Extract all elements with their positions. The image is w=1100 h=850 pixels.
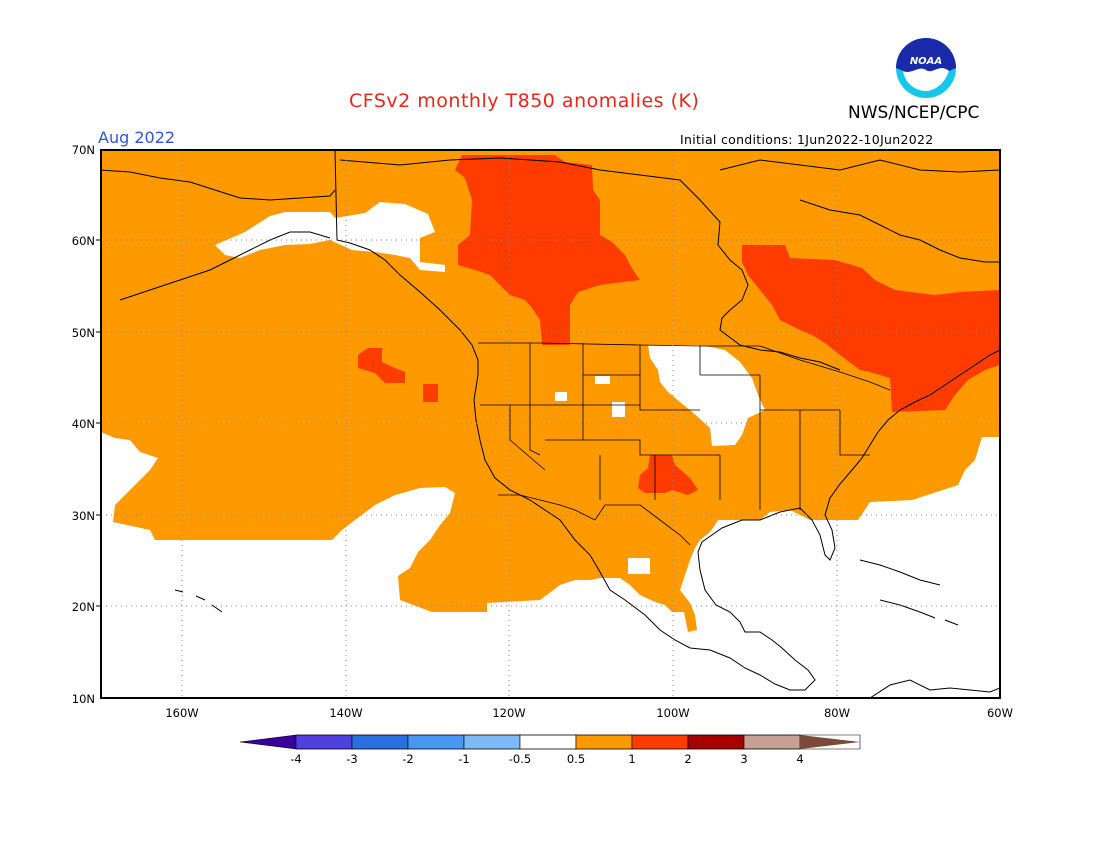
noaa-logo-text: NOAA	[910, 56, 942, 67]
anomaly-region-1-to-2-canada-east	[742, 245, 1000, 412]
lat-labels: 70N 60N 50N 40N 30N 20N 10N	[72, 143, 95, 706]
lat-label-20n: 20N	[72, 600, 95, 614]
lat-label-30n: 30N	[72, 509, 95, 523]
lon-label-140w: 140W	[329, 706, 362, 720]
neutral-patch-1	[595, 376, 610, 384]
colorbar-bin-5	[519, 734, 577, 750]
lat-label-10n: 10N	[72, 692, 95, 706]
organization-label: NWS/NCEP/CPC	[848, 103, 980, 123]
colorbar-bin-4	[463, 734, 521, 750]
neutral-patch-2	[555, 392, 567, 401]
neutral-region-northern-plains	[648, 345, 765, 446]
map-frame	[100, 149, 1001, 699]
colorbar-bin-2	[351, 734, 409, 750]
colorbar-label-m2: -2	[402, 752, 413, 766]
colorbar-left-arrow	[240, 735, 296, 749]
anomaly-region-1-to-2-canada-west	[455, 155, 640, 345]
colorbar-bin-3	[407, 734, 465, 750]
colorbar-right-arrow	[800, 735, 860, 749]
colorbar-label-m3: -3	[346, 752, 357, 766]
lat-ticks	[96, 239, 101, 607]
colorbar-label-p1: 1	[628, 752, 635, 766]
noaa-logo: NOAA	[896, 38, 956, 98]
anomaly-region-1-to-2-pacific-a	[358, 348, 405, 383]
anomaly-region-1-to-2-pacific-b	[423, 384, 438, 402]
colorbar-label-m05: -0.5	[509, 752, 531, 766]
coastlines	[101, 150, 1000, 698]
initial-conditions-label: Initial conditions: 1Jun2022-10Jun2022	[680, 132, 934, 147]
anomaly-region-1-to-2-southern-plains	[638, 455, 698, 495]
figure-title: CFSv2 monthly T850 anomalies (K)	[349, 90, 700, 112]
lon-label-120w: 120W	[492, 706, 525, 720]
colorbar-label-p05: 0.5	[567, 752, 585, 766]
lon-label-60w: 60W	[987, 706, 1013, 720]
colorbar-bin-1	[295, 734, 353, 750]
colorbar-label-p2: 2	[684, 752, 691, 766]
colorbar: -4 -3 -2 -1 -0.5 0.5 1 2 3 4	[239, 734, 861, 766]
neutral-region-mexico	[628, 558, 650, 574]
neutral-region-alaska	[215, 202, 445, 272]
lon-labels: 160W 140W 120W 100W 80W 60W	[165, 706, 1013, 720]
colorbar-label-m1: -1	[458, 752, 469, 766]
colorbar-label-p3: 3	[740, 752, 747, 766]
colorbar-bin-9	[743, 734, 801, 750]
lon-label-100w: 100W	[656, 706, 689, 720]
colorbar-label-m4: -4	[290, 752, 301, 766]
lat-label-70n: 70N	[72, 143, 95, 157]
neutral-patch-3	[612, 402, 625, 417]
lat-label-40n: 40N	[72, 417, 95, 431]
colorbar-label-p4: 4	[796, 752, 803, 766]
lon-label-160w: 160W	[165, 706, 198, 720]
colorbar-bin-7	[631, 734, 689, 750]
colorbar-bin-6	[575, 734, 633, 750]
lat-label-50n: 50N	[72, 326, 95, 340]
political-borders	[478, 342, 891, 546]
target-month-label: Aug 2022	[98, 128, 176, 147]
lat-label-60n: 60N	[72, 234, 95, 248]
lon-label-80w: 80W	[824, 706, 850, 720]
colorbar-bin-8	[687, 734, 745, 750]
